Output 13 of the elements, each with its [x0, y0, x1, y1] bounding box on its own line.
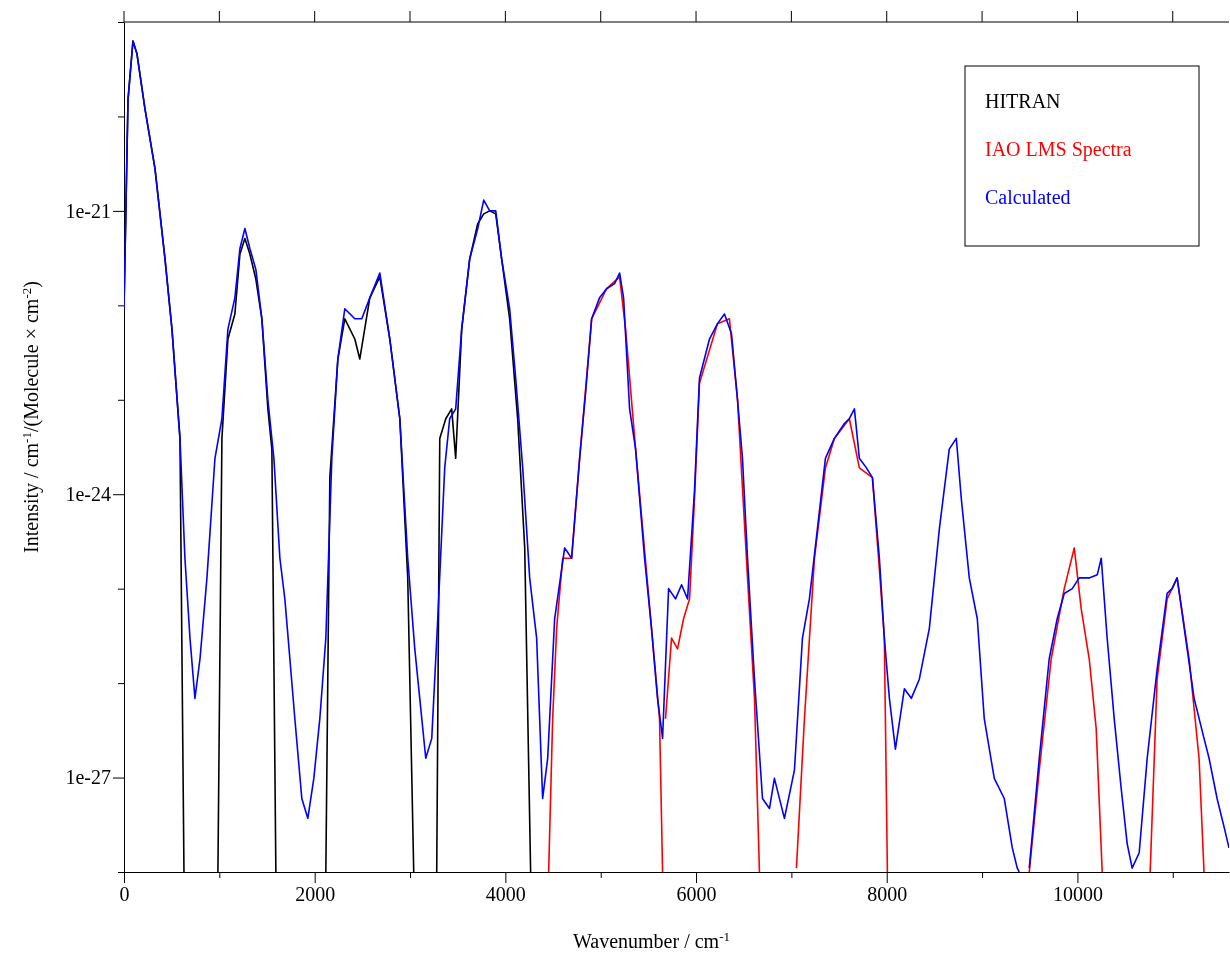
- y-tick-label: 1e-24: [65, 483, 111, 506]
- text: IAO LMS Spectra: [985, 138, 1132, 161]
- x-tick-label: 0: [119, 883, 130, 906]
- x-tick-label: 8000: [867, 883, 908, 906]
- y-tick-label: 1e-27: [65, 766, 111, 789]
- x-tick-label: 6000: [676, 883, 717, 906]
- y-tick-label: 1e-21: [65, 199, 111, 222]
- text: HITRAN: [985, 90, 1061, 112]
- x-tick-label: 10000: [1052, 883, 1103, 906]
- x-tick-label: 2000: [295, 883, 336, 906]
- x-tick-label: 4000: [485, 883, 526, 906]
- text: Calculated: [985, 186, 1071, 208]
- x-axis-title: Wavenumber / cm$^{-1}$: [573, 928, 730, 952]
